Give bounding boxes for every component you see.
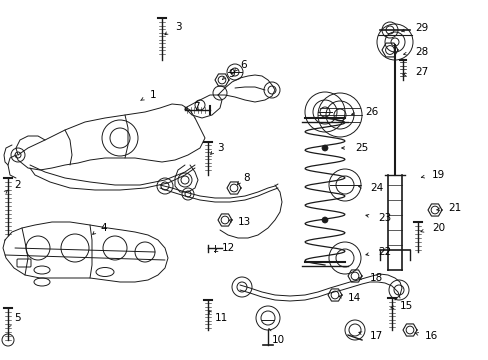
Text: 23: 23 xyxy=(377,213,390,223)
Text: 21: 21 xyxy=(447,203,460,213)
Text: 22: 22 xyxy=(377,247,390,257)
Text: 3: 3 xyxy=(175,22,181,32)
Text: 1: 1 xyxy=(150,90,156,100)
Text: 20: 20 xyxy=(431,223,444,233)
Text: 19: 19 xyxy=(431,170,445,180)
Text: 28: 28 xyxy=(414,47,427,57)
Text: 4: 4 xyxy=(100,223,106,233)
Text: 14: 14 xyxy=(347,293,361,303)
Text: 12: 12 xyxy=(222,243,235,253)
Text: 24: 24 xyxy=(369,183,383,193)
Text: 18: 18 xyxy=(369,273,383,283)
Text: 7: 7 xyxy=(193,102,199,112)
Text: 17: 17 xyxy=(369,331,383,341)
Circle shape xyxy=(321,217,327,223)
Circle shape xyxy=(321,145,327,151)
Text: 5: 5 xyxy=(14,313,20,323)
Text: 16: 16 xyxy=(424,331,437,341)
Text: 3: 3 xyxy=(217,143,223,153)
Text: 26: 26 xyxy=(364,107,378,117)
Text: 11: 11 xyxy=(215,313,228,323)
Text: 2: 2 xyxy=(14,180,20,190)
Text: 13: 13 xyxy=(238,217,251,227)
Text: 8: 8 xyxy=(243,173,249,183)
Text: 9: 9 xyxy=(227,69,234,79)
Text: 29: 29 xyxy=(414,23,427,33)
Text: 10: 10 xyxy=(271,335,285,345)
Text: 25: 25 xyxy=(354,143,367,153)
Text: 27: 27 xyxy=(414,67,427,77)
Text: 15: 15 xyxy=(399,301,412,311)
Text: 6: 6 xyxy=(240,60,246,70)
